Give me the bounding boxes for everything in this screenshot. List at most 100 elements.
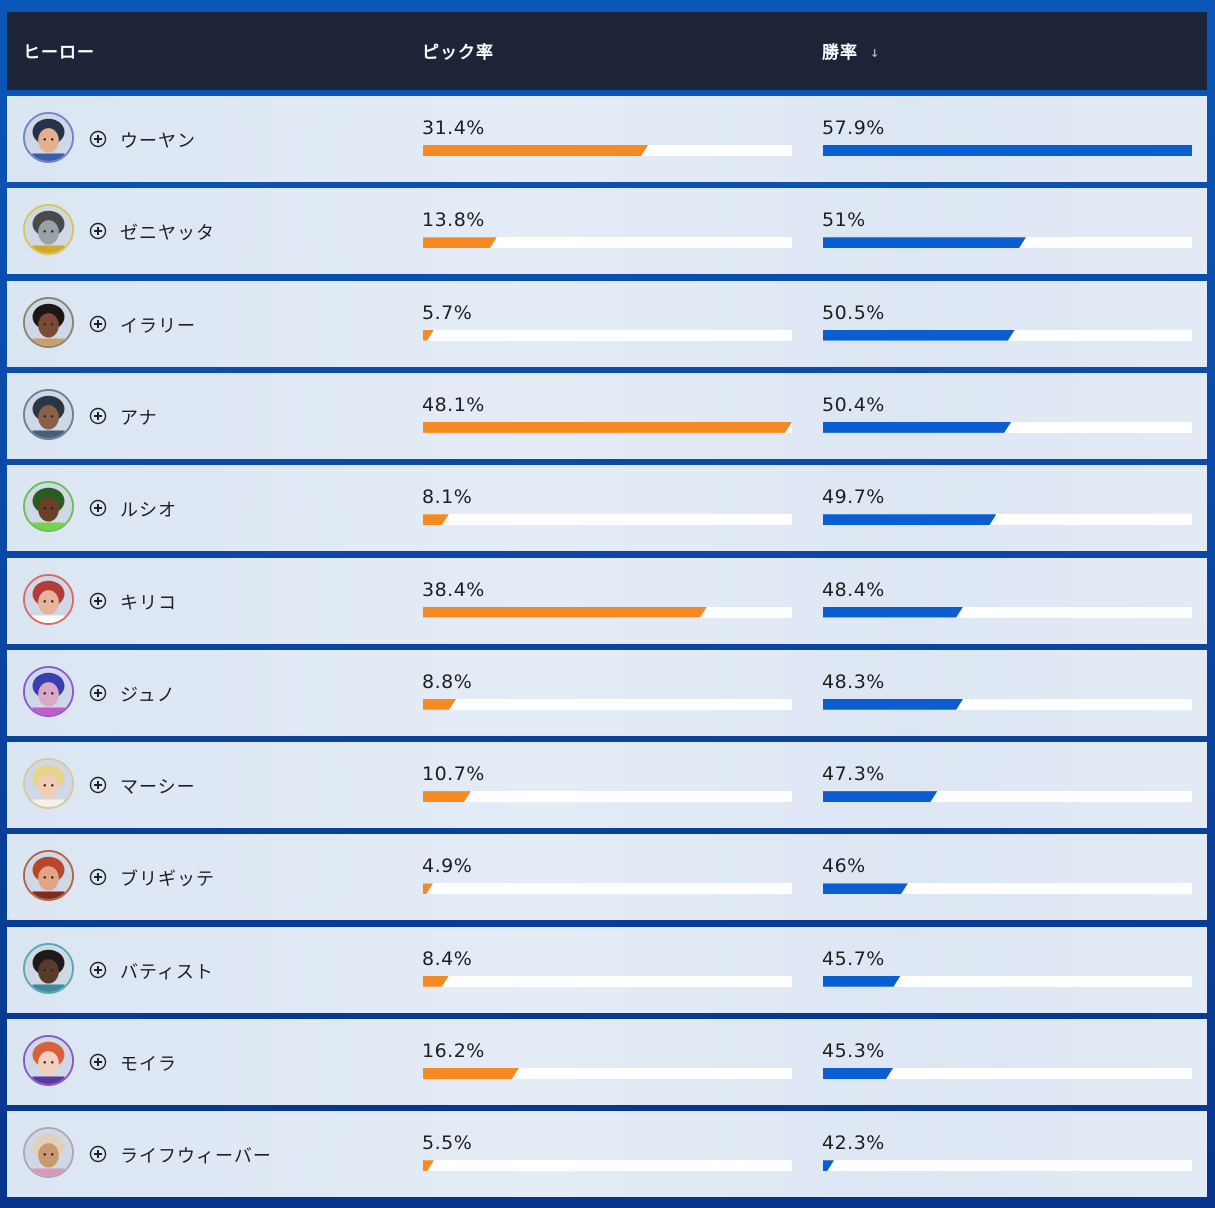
hero-name[interactable]: ジュノ <box>120 684 176 706</box>
table-row[interactable]: ウーヤン 31.4% 57.9% <box>7 96 1207 182</box>
win-rate-value: 50.5% <box>822 301 885 324</box>
win-rate-bar <box>823 145 1192 156</box>
win-rate-value: 48.3% <box>822 670 885 693</box>
add-plus-icon[interactable] <box>89 1145 107 1163</box>
win-rate-bar <box>823 1068 1192 1079</box>
pick-rate-bar-fill <box>423 1160 434 1171</box>
hero-portrait-icon <box>25 1037 72 1084</box>
win-rate-bar <box>823 698 1192 710</box>
hero-name[interactable]: アナ <box>120 407 158 429</box>
table-row[interactable]: ライフウィーバー 5.5% 42.3% <box>7 1111 1207 1198</box>
header-win-rate[interactable]: 勝率 ↓ <box>822 38 880 63</box>
hero-name[interactable]: キリコ <box>120 592 177 614</box>
add-plus-icon[interactable] <box>89 499 107 517</box>
table-row[interactable]: ルシオ 8.1% 49.7% <box>7 465 1207 552</box>
pick-rate-value: 31.4% <box>422 117 485 139</box>
hero-name[interactable]: ルシオ <box>120 500 177 522</box>
hero-portrait-icon <box>25 944 72 992</box>
pick-rate-bar-fill <box>423 1068 519 1079</box>
hero-avatar[interactable] <box>23 665 74 717</box>
table-row[interactable]: バティスト 8.4% 45.7% <box>7 926 1207 1013</box>
hero-avatar[interactable] <box>23 388 74 440</box>
table-header: ヒーロー ピック率 勝率 ↓ <box>7 12 1207 90</box>
add-plus-icon[interactable] <box>89 130 107 148</box>
pick-rate-value: 38.4% <box>422 578 485 601</box>
hero-name[interactable]: ウーヤン <box>120 131 196 152</box>
hero-name[interactable]: ブリギッテ <box>120 869 215 891</box>
hero-name[interactable]: ライフウィーバー <box>120 1146 272 1168</box>
win-rate-bar-fill <box>823 607 963 618</box>
add-plus-icon[interactable] <box>89 407 107 425</box>
hero-avatar[interactable] <box>23 1035 74 1086</box>
pick-rate-bar <box>423 791 792 803</box>
hero-portrait-icon <box>25 852 72 900</box>
pick-rate-value: 10.7% <box>422 763 485 786</box>
hero-portrait-icon <box>25 390 72 438</box>
win-rate-bar-fill <box>823 237 1026 248</box>
hero-name[interactable]: イラリー <box>120 315 196 337</box>
hero-avatar[interactable] <box>23 850 74 902</box>
win-rate-value: 45.7% <box>822 947 885 970</box>
win-rate-value: 57.9% <box>822 117 885 139</box>
table-row[interactable]: アナ 48.1% 50.4% <box>7 372 1207 459</box>
win-rate-bar-fill <box>823 514 996 525</box>
header-pick-rate[interactable]: ピック率 <box>422 43 494 63</box>
hero-avatar[interactable] <box>23 942 74 994</box>
win-rate-bar <box>823 606 1192 618</box>
pick-rate-bar <box>423 1160 792 1172</box>
add-plus-icon[interactable] <box>89 592 107 610</box>
hero-portrait-icon <box>25 114 72 161</box>
hero-portrait-icon <box>25 298 72 346</box>
hero-name[interactable]: モイラ <box>120 1054 177 1075</box>
hero-avatar[interactable] <box>23 296 74 348</box>
hero-name[interactable]: バティスト <box>120 961 214 983</box>
add-plus-icon[interactable] <box>89 961 107 979</box>
win-rate-bar <box>823 791 1192 803</box>
sort-down-icon[interactable]: ↓ <box>870 46 881 60</box>
table-row[interactable]: ジュノ 8.8% 48.3% <box>7 649 1207 736</box>
add-plus-icon[interactable] <box>89 868 107 886</box>
hero-portrait-icon <box>25 667 72 715</box>
pick-rate-bar-fill <box>423 791 471 802</box>
pick-rate-bar-fill <box>423 883 433 894</box>
hero-name[interactable]: マーシー <box>120 777 196 799</box>
pick-rate-bar <box>423 1068 792 1079</box>
win-rate-bar <box>823 329 1192 341</box>
win-rate-bar-fill <box>823 791 937 802</box>
hero-avatar[interactable] <box>23 573 74 625</box>
pick-rate-bar <box>423 698 792 710</box>
add-plus-icon[interactable] <box>89 776 107 794</box>
pick-rate-bar <box>423 145 792 156</box>
pick-rate-value: 8.8% <box>422 670 473 693</box>
pick-rate-bar-fill <box>423 237 497 248</box>
pick-rate-bar-fill <box>423 145 648 156</box>
win-rate-bar-fill <box>823 145 1192 156</box>
table-row[interactable]: キリコ 38.4% 48.4% <box>7 557 1207 644</box>
pick-rate-bar-fill <box>423 976 449 987</box>
add-plus-icon[interactable] <box>89 222 107 240</box>
table-row[interactable]: モイラ 16.2% 45.3% <box>7 1019 1207 1105</box>
win-rate-value: 48.4% <box>822 578 885 601</box>
hero-avatar[interactable] <box>23 112 74 163</box>
pick-rate-bar <box>423 514 792 526</box>
add-plus-icon[interactable] <box>89 684 107 702</box>
pick-rate-bar-fill <box>423 422 792 433</box>
hero-stats-table: ヒーロー ピック率 勝率 ↓ ウーヤン 31.4% 57.9% ゼニヤッタ 13.8% 51… <box>7 12 1207 1198</box>
table-row[interactable]: ゼニヤッタ 13.8% 51% <box>7 188 1207 275</box>
win-rate-value: 45.3% <box>822 1040 885 1062</box>
add-plus-icon[interactable] <box>89 315 107 333</box>
hero-avatar[interactable] <box>23 204 74 256</box>
pick-rate-bar-fill <box>423 514 449 525</box>
table-row[interactable]: マーシー 10.7% 47.3% <box>7 742 1207 829</box>
pick-rate-value: 16.2% <box>422 1040 485 1062</box>
header-hero[interactable]: ヒーロー <box>23 43 95 63</box>
win-rate-bar <box>823 514 1192 526</box>
add-plus-icon[interactable] <box>89 1053 107 1071</box>
hero-name[interactable]: ゼニヤッタ <box>120 223 215 245</box>
hero-avatar[interactable] <box>23 1127 74 1179</box>
pick-rate-bar <box>423 421 792 433</box>
table-row[interactable]: ブリギッテ 4.9% 46% <box>7 834 1207 921</box>
table-row[interactable]: イラリー 5.7% 50.5% <box>7 280 1207 367</box>
hero-avatar[interactable] <box>23 481 74 533</box>
hero-avatar[interactable] <box>23 758 74 810</box>
